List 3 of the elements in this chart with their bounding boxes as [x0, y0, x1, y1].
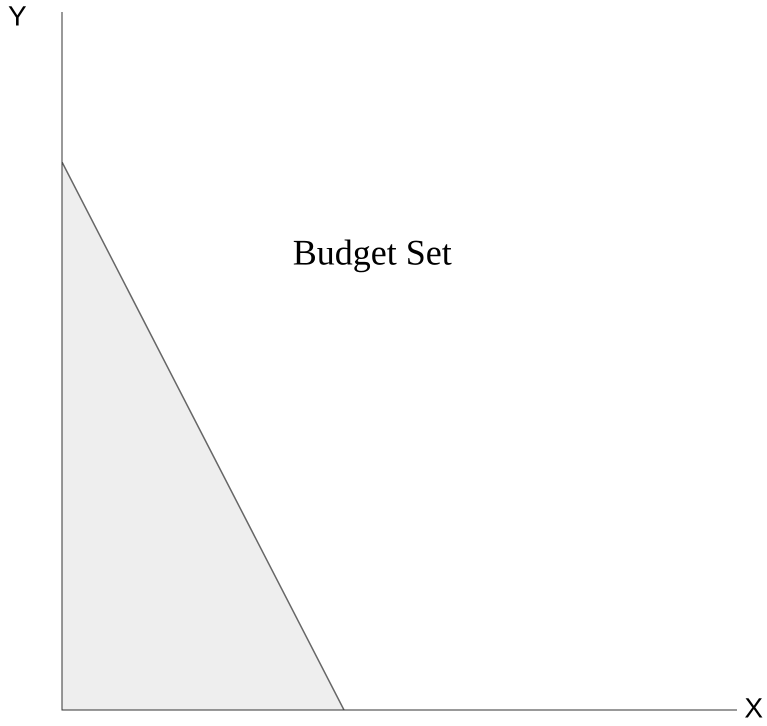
x-axis-title: X [744, 692, 764, 724]
y-axis-title: Y [8, 0, 27, 32]
annotation: Budget Set [292, 232, 452, 273]
